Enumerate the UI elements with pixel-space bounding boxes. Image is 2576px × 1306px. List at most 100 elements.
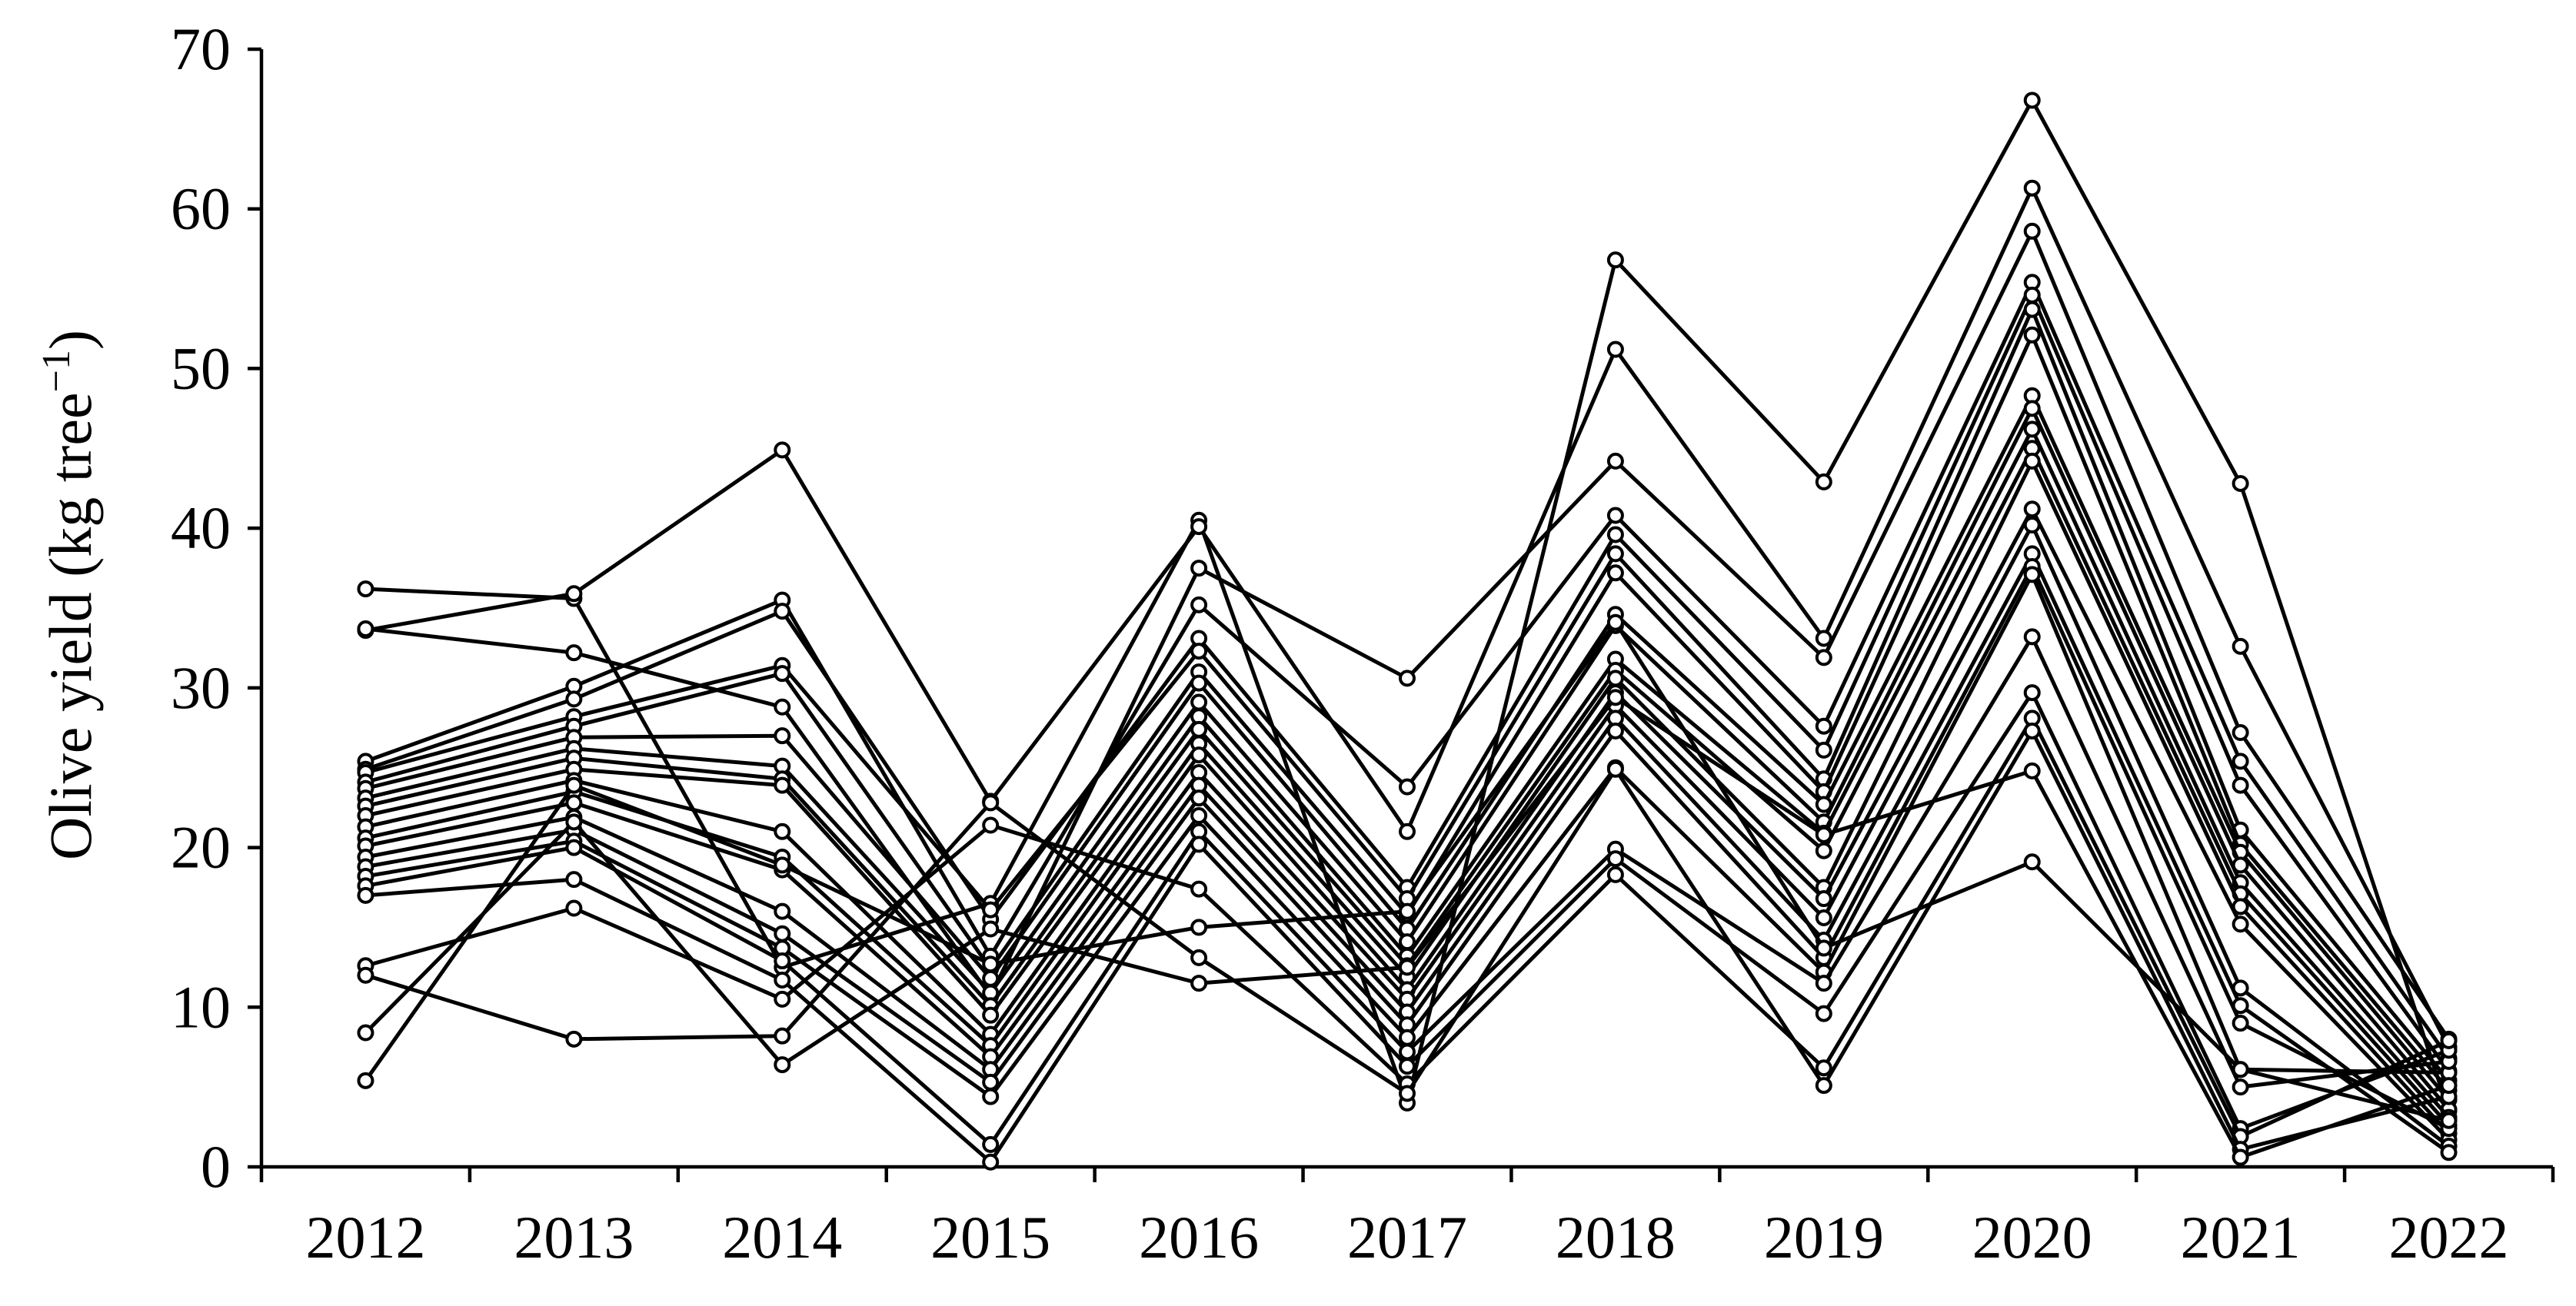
data-point xyxy=(2023,222,2041,240)
data-point xyxy=(1606,850,1624,868)
data-point xyxy=(1190,643,1208,660)
data-point xyxy=(982,816,1000,834)
data-point xyxy=(1190,560,1208,577)
y-tick-label: 20 xyxy=(171,814,231,881)
data-point xyxy=(2023,286,2041,304)
x-axis: 2012 2013 2014 2015 2016 2017 2018 2019 2020 2021… xyxy=(259,1165,2555,1271)
data-point xyxy=(1606,251,1624,269)
series-4 xyxy=(357,274,2458,1067)
data-point xyxy=(774,727,791,745)
y-axis-title-main: Olive yield (kg tree xyxy=(37,392,104,860)
data-point xyxy=(1606,760,1624,778)
data-point xyxy=(357,1072,374,1089)
data-point xyxy=(2232,776,2249,794)
data-point xyxy=(357,1024,374,1042)
y-tick-label: 70 xyxy=(171,15,231,82)
data-point xyxy=(1606,613,1624,631)
data-point xyxy=(565,1030,583,1048)
data-point xyxy=(1815,939,1832,957)
data-point xyxy=(1190,746,1208,764)
data-point xyxy=(1190,880,1208,898)
data-point xyxy=(565,839,583,856)
y-tick-label: 40 xyxy=(171,494,231,561)
x-tick-label: 2022 xyxy=(2389,1204,2509,1271)
data-point xyxy=(2023,500,2041,518)
data-point xyxy=(565,813,583,831)
data-point xyxy=(2440,1032,2458,1049)
data-point xyxy=(774,925,791,942)
x-tick-label: 2021 xyxy=(2181,1204,2301,1271)
data-point xyxy=(1399,778,1416,796)
data-point xyxy=(2440,1112,2458,1129)
data-point xyxy=(774,952,791,970)
y-axis-title-suffix: ) xyxy=(37,330,104,350)
data-point xyxy=(1399,1058,1416,1075)
data-point xyxy=(2232,1015,2249,1032)
data-point xyxy=(2023,628,2041,646)
data-point xyxy=(982,901,1000,919)
series-23 xyxy=(357,613,2458,1129)
data-point xyxy=(2232,637,2249,655)
y-tick-label: 30 xyxy=(171,654,231,721)
data-point xyxy=(1815,741,1832,759)
data-point xyxy=(2232,724,2249,742)
data-point xyxy=(2440,1077,2458,1095)
data-point xyxy=(1190,720,1208,738)
data-point xyxy=(774,776,791,794)
data-point xyxy=(1399,1043,1416,1061)
data-point xyxy=(2023,853,2041,871)
data-point xyxy=(1190,807,1208,825)
data-point xyxy=(1815,975,1832,992)
data-point xyxy=(357,580,374,598)
x-tick-label: 2012 xyxy=(305,1204,425,1271)
data-point xyxy=(2232,1148,2249,1166)
data-point xyxy=(774,603,791,620)
data-point xyxy=(565,871,583,889)
data-point xyxy=(1190,949,1208,966)
x-tick-label: 2019 xyxy=(1764,1204,1884,1271)
data-point xyxy=(1190,596,1208,613)
y-axis-title: Olive yield (kg tree−1) xyxy=(35,330,104,860)
plot-series xyxy=(357,91,2458,1171)
data-point xyxy=(774,698,791,716)
data-point xyxy=(1399,822,1416,840)
data-point xyxy=(357,620,374,638)
data-point xyxy=(774,856,791,874)
series-19 xyxy=(357,684,2458,1171)
x-tick-label: 2014 xyxy=(722,1204,842,1271)
data-point xyxy=(2440,1144,2458,1161)
data-point xyxy=(774,971,791,989)
data-point xyxy=(1606,526,1624,543)
data-point xyxy=(1815,842,1832,859)
data-point xyxy=(1815,890,1832,908)
y-tick-label: 60 xyxy=(171,175,231,242)
data-point xyxy=(2023,722,2041,739)
data-point xyxy=(982,955,1000,973)
data-point xyxy=(774,441,791,459)
data-point xyxy=(774,1027,791,1045)
data-point xyxy=(982,1135,1000,1153)
data-point xyxy=(1815,1059,1832,1077)
data-point xyxy=(1190,674,1208,692)
data-point xyxy=(2023,326,2041,344)
x-tick-label: 2016 xyxy=(1139,1204,1259,1271)
data-point xyxy=(1815,826,1832,843)
data-point xyxy=(982,1153,1000,1171)
data-point xyxy=(565,776,583,794)
data-point xyxy=(2232,916,2249,933)
data-point xyxy=(1190,975,1208,992)
x-tick-label: 2017 xyxy=(1347,1204,1467,1271)
x-tick-label: 2018 xyxy=(1556,1204,1676,1271)
data-point xyxy=(565,690,583,708)
data-point xyxy=(2232,1061,2249,1078)
data-point xyxy=(2023,91,2041,109)
data-point xyxy=(1190,518,1208,536)
data-point xyxy=(1190,789,1208,807)
data-point xyxy=(1399,1085,1416,1102)
data-point xyxy=(1815,473,1832,490)
x-tick-label: 2020 xyxy=(1972,1204,2092,1271)
data-point xyxy=(1606,722,1624,739)
data-point xyxy=(2023,566,2041,583)
data-point xyxy=(565,794,583,812)
